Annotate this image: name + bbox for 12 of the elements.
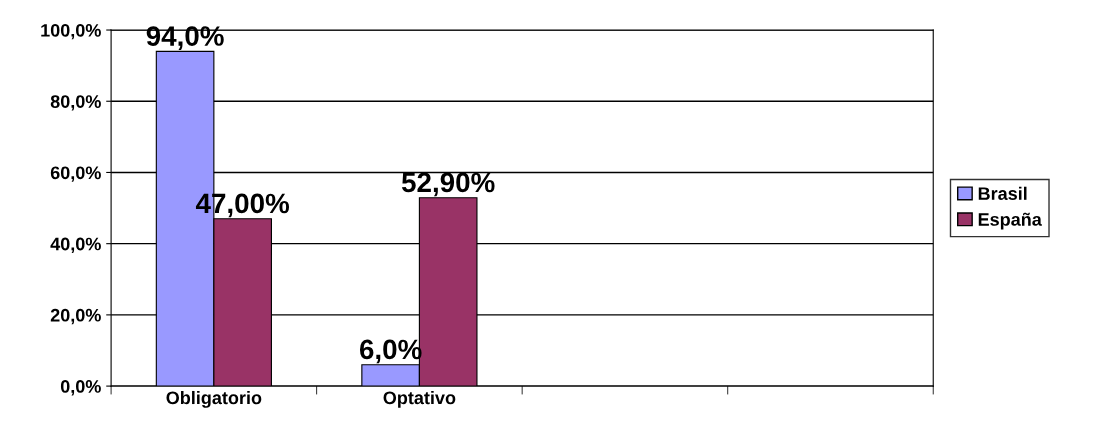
- data-label: 52,90%: [401, 172, 495, 197]
- legend-label: España: [978, 212, 1042, 230]
- x-tick-label: Optativo: [383, 390, 456, 408]
- y-tick-label: 80,0%: [50, 95, 101, 111]
- legend-label: Brasil: [978, 186, 1027, 200]
- y-tick-label: 0,0%: [60, 380, 101, 396]
- x-tick-label: Obligatorio: [166, 390, 262, 408]
- data-label: 94,0%: [146, 26, 224, 50]
- y-tick-label: 60,0%: [50, 166, 101, 182]
- y-tick-label: 100,0%: [41, 23, 101, 40]
- y-tick-label: 40,0%: [50, 237, 101, 254]
- y-tick-label: 20,0%: [50, 308, 101, 325]
